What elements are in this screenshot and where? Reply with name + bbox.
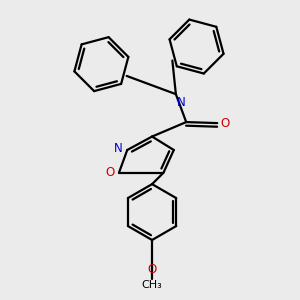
- Text: O: O: [220, 117, 230, 130]
- Text: CH₃: CH₃: [142, 280, 162, 290]
- Text: O: O: [106, 166, 115, 179]
- Text: N: N: [114, 142, 123, 155]
- Text: O: O: [147, 263, 157, 276]
- Text: N: N: [177, 96, 186, 109]
